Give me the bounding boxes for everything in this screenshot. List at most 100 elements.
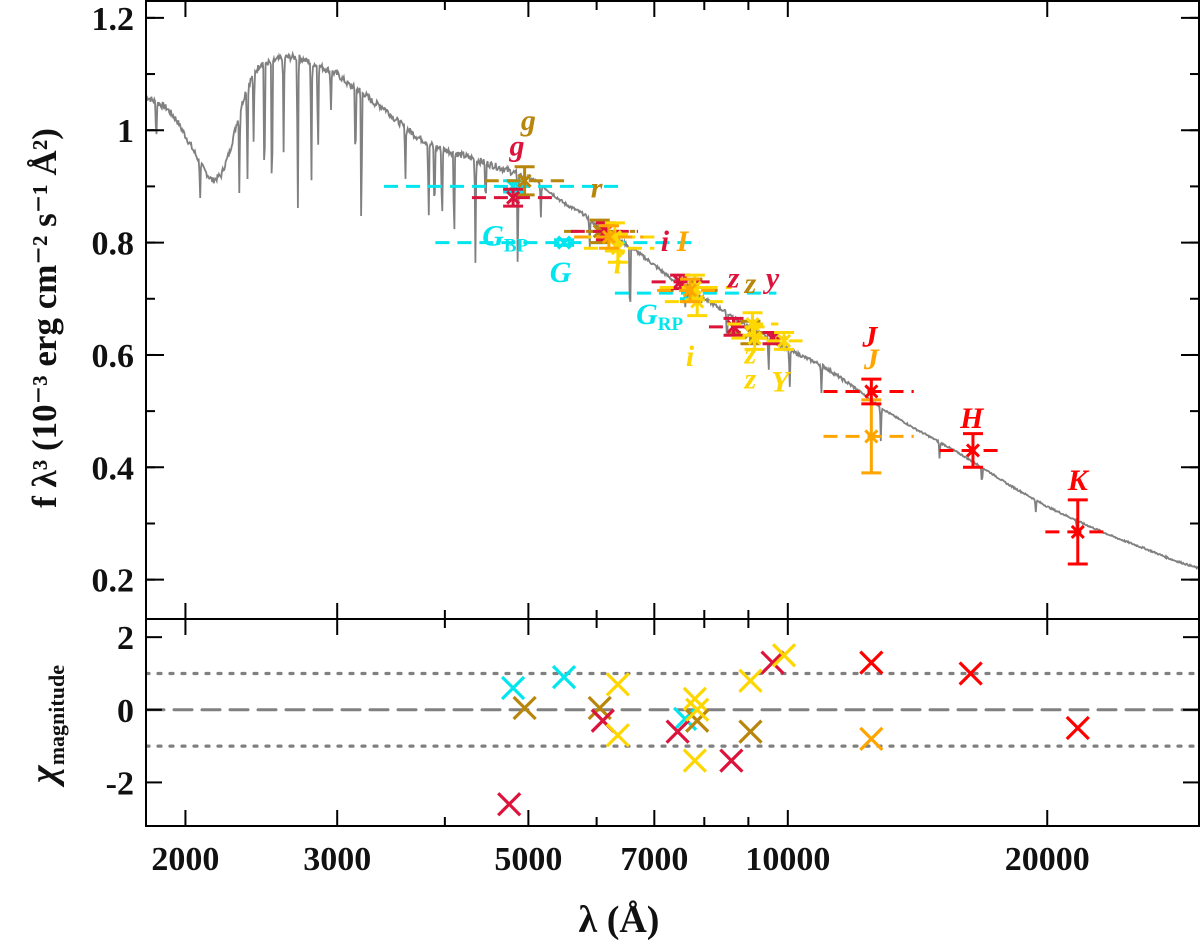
x-tick-label: 3000 (303, 841, 371, 878)
residual-marker (771, 643, 797, 668)
photometry-point (823, 377, 914, 406)
residual-marker (497, 792, 522, 817)
band-label-text: i (614, 247, 623, 280)
x-tick-label: 5000 (494, 841, 562, 878)
band-label: z (744, 363, 757, 396)
residual-marker (685, 708, 710, 733)
residual-marker (512, 695, 537, 721)
model-spectrum-line (146, 50, 1199, 571)
band-label: J (863, 343, 880, 376)
photometry-point (435, 235, 700, 250)
chi-subscript: magnitude (44, 665, 69, 765)
photometry-marker (747, 331, 762, 346)
band-label-text: G (482, 219, 504, 252)
band-label-text: Y (771, 365, 792, 398)
photometry-point (708, 316, 757, 337)
residual-marker (500, 675, 526, 701)
y-tick-label: 1.2 (92, 1, 135, 38)
photometry-marker (601, 229, 616, 245)
axis-tick-labels: 0.2 0.4 0.6 0.8 1 1.2 -2 0 2 2000 3000 5000 7000 1000… (92, 1, 1090, 878)
axes-frames (145, 0, 1200, 827)
y-tick-label: 1 (117, 113, 134, 150)
band-label-text: g (508, 130, 524, 163)
photometry-point (1045, 498, 1107, 566)
band-label: H (959, 402, 985, 435)
band-label: g (520, 104, 536, 137)
residual-marker (738, 668, 763, 693)
band-label: z (744, 267, 757, 300)
band-label-text: H (959, 402, 985, 435)
residual-marker (605, 723, 630, 748)
y-tick-label: 0.4 (92, 450, 135, 487)
band-label: r (591, 172, 603, 205)
x-tick-label: 2000 (151, 841, 219, 878)
y-tick-label: 0.6 (92, 338, 135, 375)
photometry-marker (682, 283, 698, 298)
residual-marker (665, 719, 690, 744)
band-label-subscript: RP (658, 314, 684, 335)
band-label-text: g (520, 104, 536, 137)
residual-marker (859, 650, 884, 675)
sed-plot-area (146, 50, 1199, 571)
band-label-text: z (744, 337, 757, 370)
photometry-point (656, 277, 723, 304)
residual-marker (685, 697, 710, 722)
y-axis-label-flux: f λ³ (10⁻³ erg cm⁻² s⁻¹ Å²) (25, 128, 64, 508)
band-label: z (727, 262, 740, 295)
band-label: g (508, 130, 524, 163)
x-tick-label: 20000 (1005, 841, 1090, 878)
residual-marker (605, 672, 630, 697)
residual-marker (760, 650, 785, 675)
band-label-text: J (861, 321, 878, 354)
band-label: G (550, 256, 572, 289)
band-label-subscript: BP (504, 235, 529, 256)
y-tick-label: 0.2 (92, 563, 135, 600)
residual-marker (738, 719, 763, 744)
residual-panel (146, 643, 1199, 817)
photometry-marker (517, 173, 532, 188)
band-label: i (614, 247, 623, 280)
residual-marker (958, 661, 983, 686)
y-tick-label: 0.8 (92, 226, 135, 263)
photometry-marker (776, 333, 792, 348)
band-label: i (686, 340, 695, 373)
photometry-marker (965, 443, 981, 458)
band-label: I (676, 225, 690, 258)
band-label-text: i (661, 225, 670, 258)
residual-marker (719, 748, 744, 773)
band-label-text: z (744, 363, 757, 396)
band-label: GBP (482, 219, 528, 256)
photometry-point (471, 187, 558, 208)
band-label: Y (771, 365, 792, 398)
y-tick-label: 0 (117, 693, 134, 730)
photometry-marker (864, 429, 879, 444)
photometry-point (484, 165, 565, 197)
band-label-text: J (863, 343, 880, 376)
photometry-point (731, 325, 777, 351)
band-label-text: K (1067, 464, 1090, 497)
x-tick-label: 7000 (620, 841, 688, 878)
residual-marker (1065, 715, 1090, 741)
band-label-text: r (591, 172, 603, 205)
y-tick-label: 2 (117, 620, 134, 657)
residual-panel-frame (145, 618, 1200, 827)
band-label: y (763, 262, 780, 295)
band-label: J (861, 321, 878, 354)
band-label-text: G (550, 256, 572, 289)
band-label-text: I (676, 225, 690, 258)
band-label: i (661, 225, 670, 258)
band-label-text: y (763, 262, 780, 295)
photometry-marker (556, 235, 572, 250)
band-label: GRP (636, 298, 683, 335)
residual-marker (551, 664, 577, 690)
photometry-point (574, 224, 644, 250)
band-label: z (744, 337, 757, 370)
x-axis-label: λ (Å) (579, 899, 660, 941)
photometry-marker (1070, 524, 1085, 539)
band-label-text: G (636, 298, 658, 331)
residual-marker (682, 748, 707, 773)
